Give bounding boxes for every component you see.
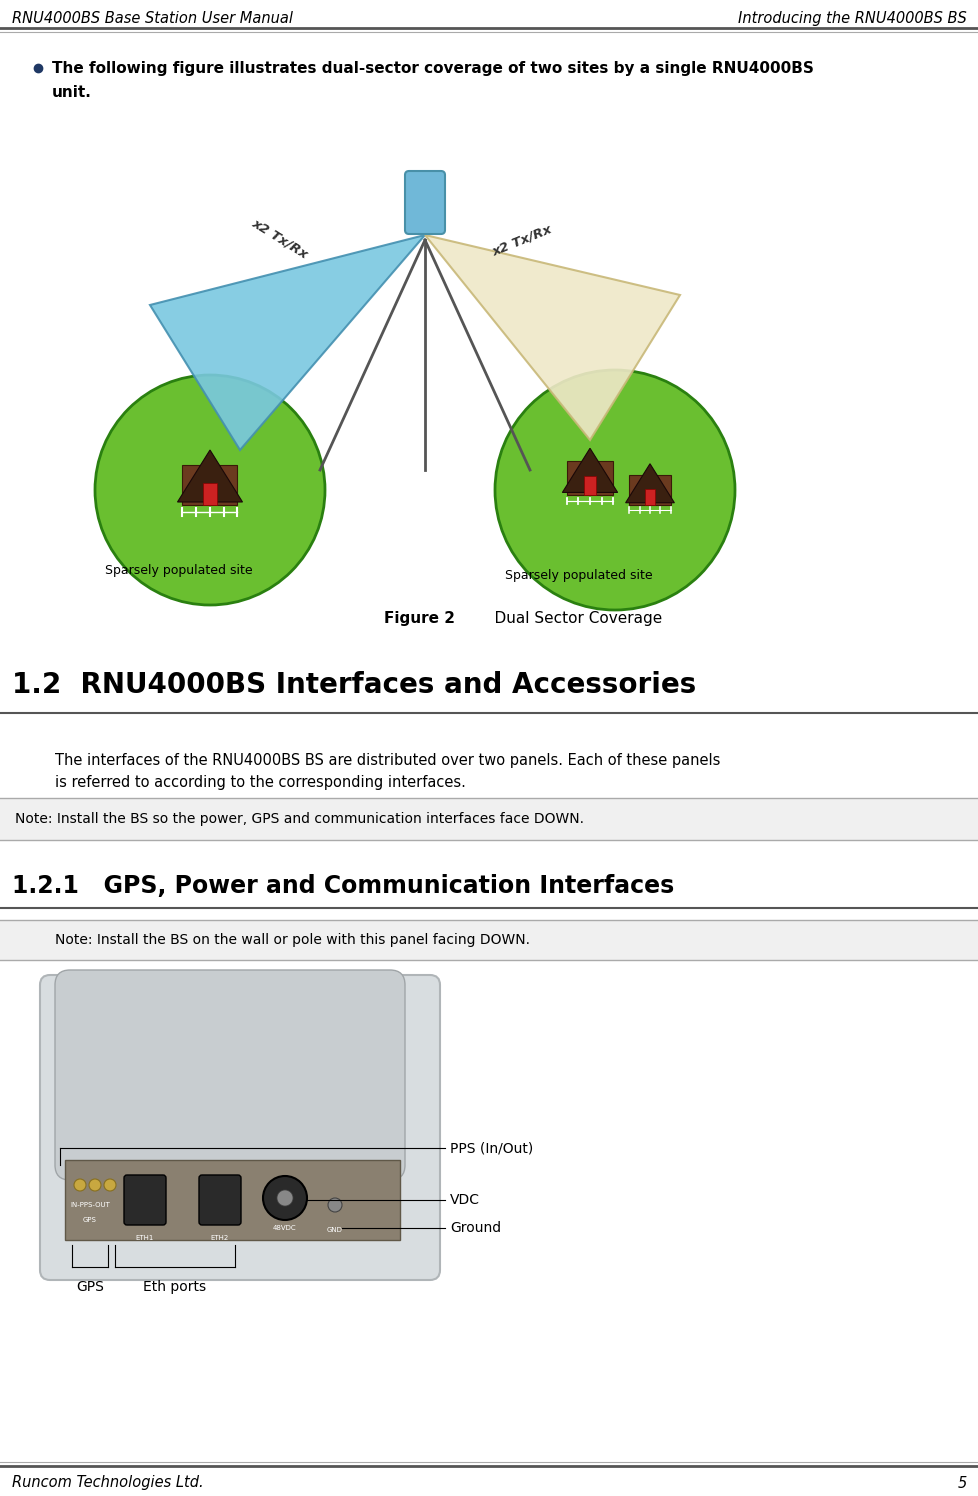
Circle shape bbox=[263, 1176, 307, 1221]
Text: VDC: VDC bbox=[450, 1192, 479, 1207]
Polygon shape bbox=[625, 464, 674, 503]
Circle shape bbox=[104, 1179, 115, 1191]
Text: PPS (In/Out): PPS (In/Out) bbox=[450, 1141, 533, 1155]
Polygon shape bbox=[150, 235, 424, 450]
Text: 1.2.1   GPS, Power and Communication Interfaces: 1.2.1 GPS, Power and Communication Inter… bbox=[12, 874, 674, 898]
Text: GPS: GPS bbox=[83, 1218, 97, 1224]
FancyBboxPatch shape bbox=[55, 969, 405, 1180]
Circle shape bbox=[277, 1189, 292, 1206]
Bar bbox=[584, 476, 596, 495]
Text: Dual Sector Coverage: Dual Sector Coverage bbox=[474, 610, 661, 625]
Text: is referred to according to the corresponding interfaces.: is referred to according to the correspo… bbox=[55, 775, 466, 790]
Text: ETH1: ETH1 bbox=[136, 1236, 154, 1242]
Text: Note: Install the BS so the power, GPS and communication interfaces face DOWN.: Note: Install the BS so the power, GPS a… bbox=[15, 812, 584, 826]
Polygon shape bbox=[424, 235, 680, 440]
Text: ETH2: ETH2 bbox=[210, 1236, 229, 1242]
Text: 1.2  RNU4000BS Interfaces and Accessories: 1.2 RNU4000BS Interfaces and Accessories bbox=[12, 672, 695, 699]
Text: 48VDC: 48VDC bbox=[273, 1225, 296, 1231]
Bar bbox=[65, 1159, 400, 1240]
Text: Figure 2: Figure 2 bbox=[384, 610, 455, 625]
FancyBboxPatch shape bbox=[199, 1174, 241, 1225]
Text: Sparsely populated site: Sparsely populated site bbox=[505, 568, 652, 582]
Text: Eth ports: Eth ports bbox=[144, 1281, 206, 1294]
Text: IN-PPS-OUT: IN-PPS-OUT bbox=[70, 1201, 110, 1207]
Polygon shape bbox=[561, 449, 617, 492]
Text: Introducing the RNU4000BS BS: Introducing the RNU4000BS BS bbox=[737, 10, 966, 25]
Text: 5: 5 bbox=[956, 1475, 966, 1490]
Bar bbox=[182, 465, 238, 506]
FancyBboxPatch shape bbox=[40, 975, 439, 1281]
Circle shape bbox=[328, 1198, 341, 1212]
Bar bbox=[202, 483, 217, 506]
Circle shape bbox=[495, 370, 734, 610]
FancyBboxPatch shape bbox=[405, 171, 445, 233]
Text: Runcom Technologies Ltd.: Runcom Technologies Ltd. bbox=[12, 1475, 203, 1490]
Text: Ground: Ground bbox=[450, 1221, 501, 1236]
Text: unit.: unit. bbox=[52, 84, 92, 100]
Bar bbox=[629, 476, 670, 506]
Text: GND: GND bbox=[327, 1227, 342, 1233]
Text: RNU4000BS Base Station User Manual: RNU4000BS Base Station User Manual bbox=[12, 10, 292, 25]
Text: x2 Tx/Rx: x2 Tx/Rx bbox=[249, 217, 310, 260]
Circle shape bbox=[74, 1179, 86, 1191]
Polygon shape bbox=[177, 450, 243, 503]
Bar bbox=[566, 461, 613, 495]
Text: Sparsely populated site: Sparsely populated site bbox=[105, 564, 252, 576]
Text: Note: Install the BS on the wall or pole with this panel facing DOWN.: Note: Install the BS on the wall or pole… bbox=[55, 934, 529, 947]
Bar bbox=[0, 797, 978, 839]
Bar bbox=[0, 920, 978, 960]
Circle shape bbox=[89, 1179, 101, 1191]
FancyBboxPatch shape bbox=[124, 1174, 166, 1225]
Text: x2 Tx/Rx: x2 Tx/Rx bbox=[490, 223, 554, 257]
Text: GPS: GPS bbox=[76, 1281, 104, 1294]
Circle shape bbox=[95, 375, 325, 604]
Bar bbox=[645, 489, 654, 506]
Text: The interfaces of the RNU4000BS BS are distributed over two panels. Each of thes: The interfaces of the RNU4000BS BS are d… bbox=[55, 752, 720, 767]
Text: The following figure illustrates dual-sector coverage of two sites by a single R: The following figure illustrates dual-se… bbox=[52, 60, 813, 75]
